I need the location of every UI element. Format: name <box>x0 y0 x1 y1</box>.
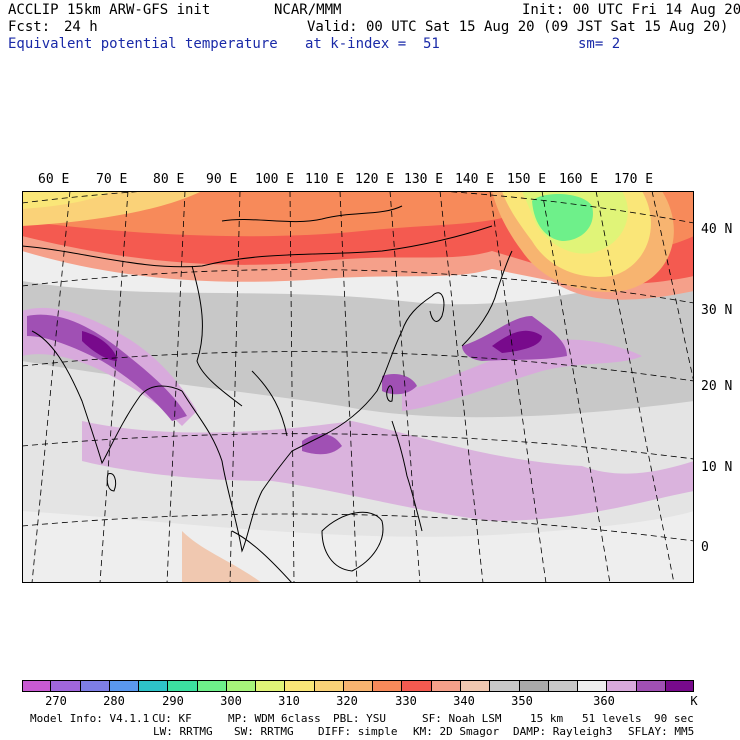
colorbar-swatch <box>22 680 52 692</box>
lon-label: 70 E <box>96 172 128 187</box>
colorbar-tick: 270 <box>45 694 67 708</box>
field-pacific-darkpurple <box>492 330 542 353</box>
colorbar-tick: 340 <box>453 694 475 708</box>
colorbar-tick: 350 <box>511 694 533 708</box>
colorbar-swatch <box>519 680 549 692</box>
footer-cu: CU: KF <box>152 712 192 725</box>
smoothing: sm= 2 <box>578 36 621 52</box>
colorbar-swatch <box>168 680 198 692</box>
footer-levels: 51 levels <box>582 712 642 725</box>
footer-damp: DAMP: Rayleigh3 <box>513 725 613 738</box>
footer-sf: SF: Noah LSM <box>422 712 502 725</box>
colorbar-swatch <box>314 680 344 692</box>
footer-resolution: 15 km <box>530 712 564 725</box>
footer-sw: SW: RRTMG <box>234 725 294 738</box>
lon-label: 80 E <box>153 172 185 187</box>
coastlines <box>22 205 513 583</box>
field-india-purple <box>27 314 187 421</box>
colorbar-swatch <box>256 680 286 692</box>
theta-e-map <box>22 191 694 583</box>
graticule-parallels <box>22 191 694 542</box>
lon-label: 170 E <box>614 172 654 187</box>
lon-label: 120 E <box>355 172 395 187</box>
colorbar <box>22 680 695 692</box>
level-index: at k-index = 51 <box>305 36 440 52</box>
lat-label: 40 N <box>701 222 733 237</box>
field-name: Equivalent potential temperature <box>8 36 278 52</box>
colorbar-swatch <box>548 680 579 692</box>
colorbar-tick: 310 <box>278 694 300 708</box>
colorbar-tick: 280 <box>103 694 125 708</box>
lon-label: 90 E <box>206 172 238 187</box>
field-ne-green-core <box>532 194 593 241</box>
colorbar-swatch <box>80 680 110 692</box>
lon-label: 100 E <box>255 172 295 187</box>
colorbar-swatch <box>490 680 520 692</box>
lon-label: 60 E <box>38 172 70 187</box>
footer-km: KM: 2D Smagor <box>413 725 500 738</box>
colorbar-swatch <box>139 680 169 692</box>
lat-label: 10 N <box>701 460 733 475</box>
graticule-meridians <box>31 191 694 583</box>
colorbar-swatch <box>665 680 695 692</box>
colorbar-tick: 320 <box>336 694 358 708</box>
lat-label: 0 <box>701 540 709 555</box>
colorbar-tick: 290 <box>162 694 184 708</box>
colorbar-tick: 330 <box>395 694 417 708</box>
colorbar-swatch <box>51 680 81 692</box>
colorbar-swatch <box>578 680 608 692</box>
lat-label: 20 N <box>701 379 733 394</box>
field-taiwan-purple <box>382 374 417 395</box>
colorbar-tick: 360 <box>593 694 615 708</box>
lon-label: 110 E <box>305 172 345 187</box>
colorbar-swatch <box>636 680 666 692</box>
footer-timestep: 90 sec <box>654 712 694 725</box>
footer-model-info: Model Info: V4.1.1 <box>30 712 150 725</box>
lat-label: 30 N <box>701 303 733 318</box>
colorbar-swatch <box>197 680 227 692</box>
footer-mp: MP: WDM 6class <box>228 712 321 725</box>
lon-label: 150 E <box>507 172 547 187</box>
colorbar-swatch <box>402 680 432 692</box>
colorbar-unit: K <box>690 694 698 708</box>
forecast-hour: 24 h <box>64 19 98 35</box>
field-scs-purple <box>302 434 342 455</box>
colorbar-swatch <box>285 680 315 692</box>
colorbar-swatch <box>431 680 461 692</box>
colorbar-swatch <box>343 680 374 692</box>
footer-sflay: SFLAY: MM5 <box>628 725 695 738</box>
field-india-darkpurple <box>82 331 117 361</box>
colorbar-swatch <box>226 680 257 692</box>
map-frame <box>22 191 694 583</box>
field-south-lightpurple <box>82 421 694 521</box>
valid-time: Valid: 00 UTC Sat 15 Aug 20 (09 JST Sat … <box>307 19 729 35</box>
lon-label: 140 E <box>455 172 495 187</box>
footer-pbl: PBL: YSU <box>333 712 386 725</box>
init-time: Init: 00 UTC Fri 14 Aug 20 <box>522 2 740 18</box>
colorbar-swatch <box>373 680 403 692</box>
footer-diff: DIFF: simple <box>318 725 398 738</box>
lon-label: 130 E <box>404 172 444 187</box>
field-yellow-nw <box>22 191 112 209</box>
field-south-salmon <box>182 531 262 583</box>
forecast-label: Fcst: <box>8 19 51 35</box>
org-label: NCAR/MMM <box>274 2 342 18</box>
colorbar-swatch <box>109 680 140 692</box>
colorbar-tick: 300 <box>220 694 242 708</box>
lon-label: 160 E <box>559 172 599 187</box>
colorbar-swatch <box>607 680 637 692</box>
colorbar-swatch <box>460 680 491 692</box>
footer-lw: LW: RRTMG <box>153 725 213 738</box>
model-title: ACCLIP 15km ARW-GFS init <box>8 2 211 18</box>
